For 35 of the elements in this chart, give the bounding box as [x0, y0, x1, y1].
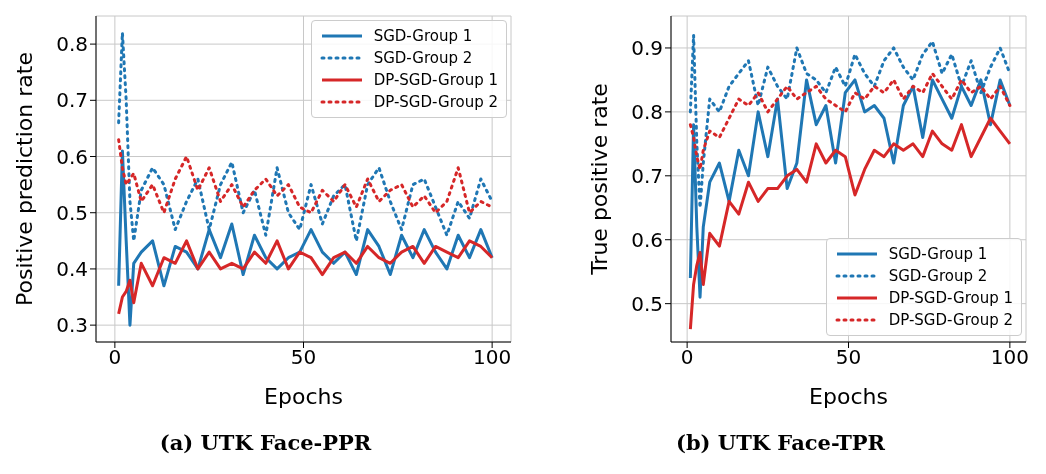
line-series — [117, 239, 494, 316]
x-axis-title: Epochs — [809, 384, 888, 409]
y-axis-title: True positive rate — [586, 83, 612, 276]
y-tick-label: 0.8 — [56, 32, 88, 57]
legend-label: DP-SGD-Group 1 — [888, 289, 1013, 307]
legend-label: SGD-Group 2 — [373, 49, 473, 67]
y-tick-label: 0.4 — [56, 257, 88, 282]
y-tick-label: 0.6 — [56, 144, 88, 169]
legend-label: SGD-Group 1 — [373, 27, 473, 45]
text: (b) UTK Face-TPR — [675, 430, 886, 455]
x-tick-label: 100 — [990, 345, 1029, 370]
y-tick-label: 0.9 — [631, 36, 663, 61]
y-tick-label: 0.3 — [56, 313, 88, 338]
y-tick-label: 0.5 — [56, 200, 88, 225]
legend-label: DP-SGD-Group 2 — [373, 93, 498, 111]
legend-label: DP-SGD-Group 2 — [888, 311, 1013, 329]
x-tick-label: 0 — [680, 345, 694, 370]
x-tick-label: 0 — [108, 345, 122, 370]
y-tick-label: 0.7 — [56, 88, 88, 113]
line-series — [688, 72, 1012, 171]
y-axis-title: Positive prediction rate — [11, 52, 37, 306]
legend-label: SGD-Group 1 — [888, 245, 988, 263]
x-tick-label: 50 — [290, 345, 317, 370]
x-tick-label: 50 — [835, 345, 862, 370]
y-tick-label: 0.6 — [631, 227, 663, 252]
y-tick-label: 0.5 — [631, 291, 663, 316]
y-tick-label: 0.8 — [631, 99, 663, 124]
line-series — [117, 138, 494, 215]
legend-label: DP-SGD-Group 1 — [373, 71, 498, 89]
legend-label: SGD-Group 2 — [888, 267, 988, 285]
line-series — [688, 116, 1012, 331]
x-tick-label: 100 — [473, 345, 512, 370]
y-tick-label: 0.7 — [631, 163, 663, 188]
text: (a) UTK Face-PPR — [158, 430, 373, 455]
x-axis-title: Epochs — [264, 384, 343, 409]
